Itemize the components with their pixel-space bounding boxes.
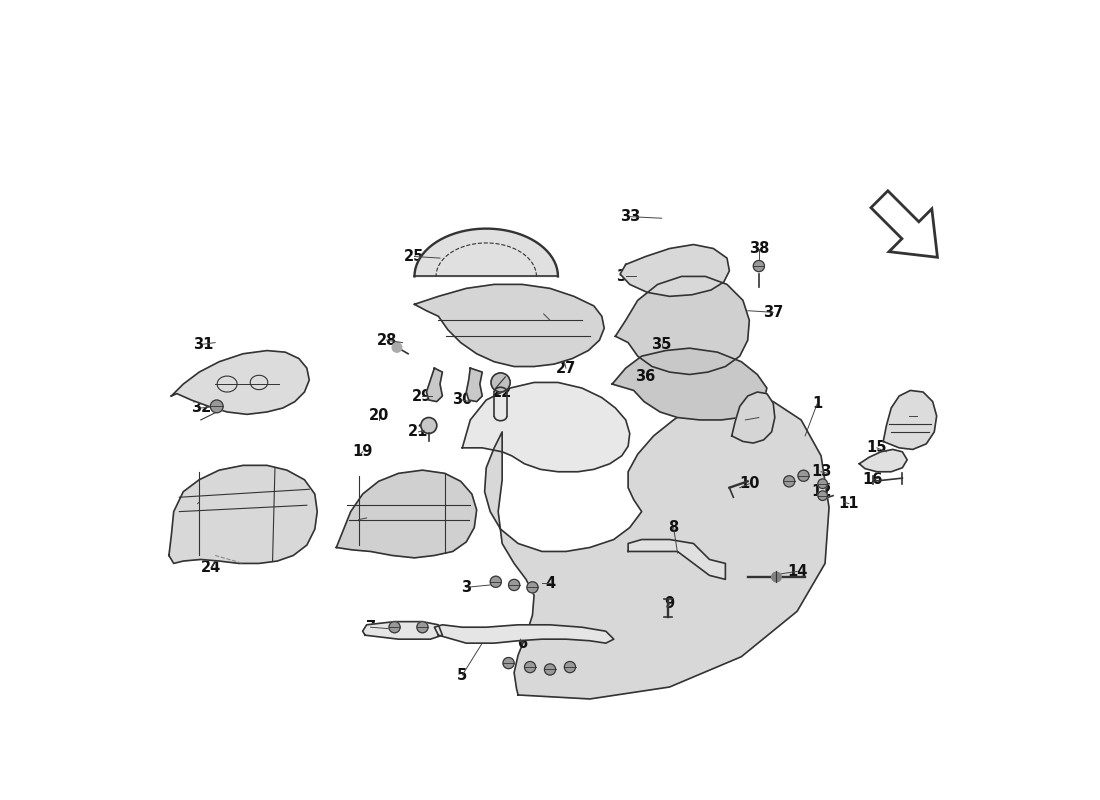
Circle shape [754, 261, 764, 272]
Circle shape [527, 582, 538, 593]
Circle shape [210, 400, 223, 413]
Text: 38: 38 [749, 241, 769, 256]
Text: 23: 23 [187, 496, 208, 511]
Polygon shape [883, 390, 937, 450]
Text: 30: 30 [452, 393, 473, 407]
Text: 14: 14 [786, 564, 807, 579]
Text: 24: 24 [201, 560, 221, 575]
Text: 9: 9 [664, 596, 674, 610]
Circle shape [417, 622, 428, 633]
Text: 36: 36 [636, 369, 656, 383]
Polygon shape [363, 622, 442, 639]
Text: 29: 29 [412, 389, 432, 403]
Text: 25: 25 [405, 249, 425, 264]
Text: 34: 34 [616, 269, 636, 284]
Text: 11: 11 [838, 496, 859, 511]
Text: 33: 33 [619, 209, 640, 224]
Text: 17: 17 [899, 409, 918, 423]
Text: 6: 6 [517, 636, 527, 650]
Text: 28: 28 [376, 333, 397, 348]
Polygon shape [172, 350, 309, 414]
Circle shape [798, 470, 810, 482]
Text: 22: 22 [492, 385, 513, 399]
Polygon shape [337, 470, 476, 558]
Circle shape [389, 622, 400, 633]
Text: 3: 3 [461, 580, 472, 595]
Text: 8: 8 [669, 520, 679, 535]
Circle shape [818, 491, 827, 501]
Text: 7: 7 [365, 620, 376, 634]
Text: 10: 10 [739, 476, 760, 491]
Polygon shape [434, 625, 614, 643]
Circle shape [491, 576, 502, 587]
Polygon shape [732, 392, 774, 443]
Text: 35: 35 [651, 337, 672, 352]
Text: 37: 37 [763, 305, 783, 320]
Text: 20: 20 [368, 409, 388, 423]
Text: 1: 1 [812, 397, 822, 411]
Circle shape [544, 664, 556, 675]
Polygon shape [859, 450, 908, 472]
Polygon shape [620, 245, 729, 296]
Text: 26: 26 [540, 313, 560, 328]
Circle shape [491, 373, 510, 392]
Circle shape [818, 479, 827, 489]
Polygon shape [415, 285, 604, 366]
Text: 18: 18 [349, 512, 368, 527]
Circle shape [564, 662, 575, 673]
Circle shape [392, 342, 402, 352]
Text: 2: 2 [740, 413, 750, 427]
Text: 32: 32 [190, 401, 211, 415]
Circle shape [421, 418, 437, 434]
Text: 5: 5 [458, 667, 468, 682]
Polygon shape [462, 382, 629, 472]
Polygon shape [415, 229, 558, 277]
Polygon shape [169, 466, 317, 563]
Polygon shape [427, 368, 442, 402]
Text: 31: 31 [192, 337, 213, 352]
Text: 13: 13 [811, 464, 832, 479]
Text: 21: 21 [408, 424, 429, 439]
Polygon shape [615, 277, 749, 374]
Text: 27: 27 [556, 361, 576, 376]
Text: 19: 19 [352, 444, 373, 459]
Circle shape [771, 572, 781, 582]
Circle shape [525, 662, 536, 673]
Circle shape [508, 579, 519, 590]
Polygon shape [466, 368, 482, 402]
Circle shape [783, 476, 794, 487]
Polygon shape [613, 348, 767, 420]
Text: 4: 4 [544, 576, 556, 591]
Polygon shape [485, 394, 829, 699]
Polygon shape [628, 539, 725, 579]
Text: 16: 16 [862, 472, 883, 487]
Circle shape [503, 658, 514, 669]
Text: 15: 15 [867, 440, 887, 455]
Text: 12: 12 [811, 484, 832, 499]
